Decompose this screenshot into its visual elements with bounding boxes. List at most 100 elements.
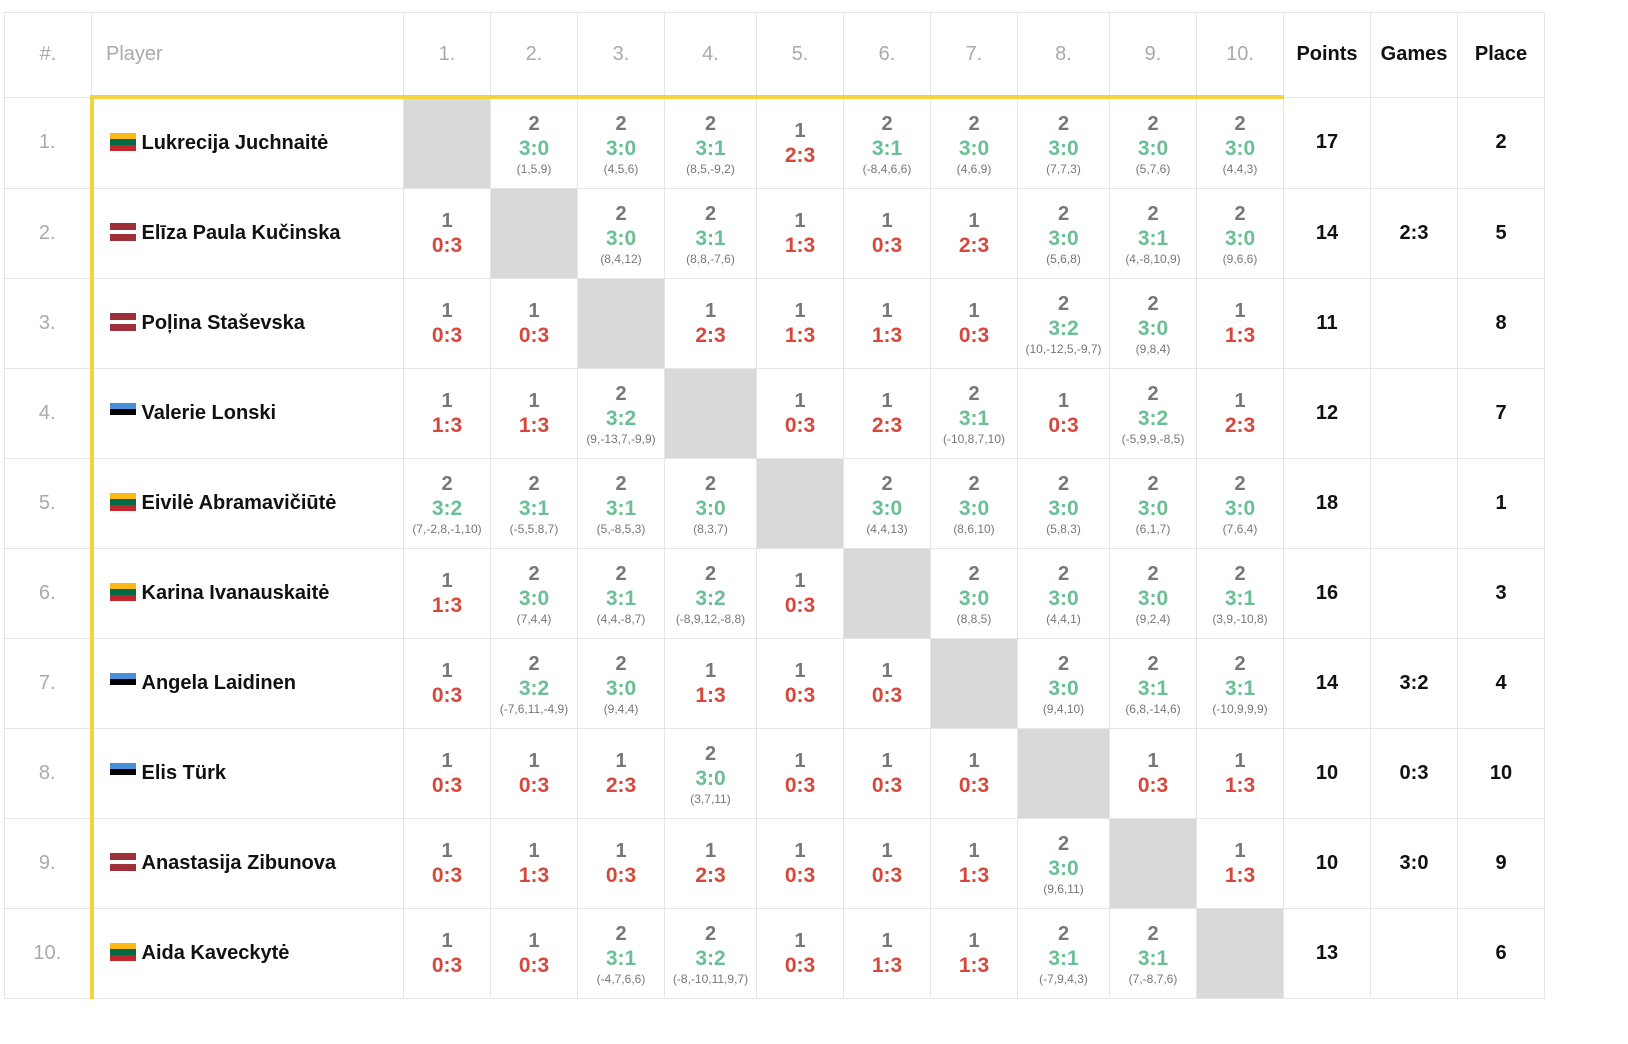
match-points: 1 [881,299,893,322]
points-cell: 13 [1283,908,1371,999]
match-score: 3:1 [1137,226,1169,250]
player-cell[interactable]: Aida Kaveckytė [89,908,404,999]
match-cell: 2 3:0 (9,4,4) [577,638,665,729]
match-cell: 1 1:3 [930,908,1018,999]
match-points: 1 [794,389,806,412]
player-name[interactable]: Poļina Staševska [141,312,305,334]
match-cell: 2 3:0 (4,4,3) [1196,95,1284,189]
player-name[interactable]: Elīza Paula Kučinska [141,222,341,244]
match-sets: (9,4,4) [603,701,639,716]
header-col-8: 8. [1017,12,1110,98]
player-cell[interactable]: Elis Türk [89,728,404,819]
latvia-flag-icon [109,853,136,871]
match-points: 2 [1234,112,1246,135]
match-score: 3:0 [605,136,637,160]
match-points: 2 [968,112,980,135]
player-cell[interactable]: Anastasija Zibunova [89,818,404,909]
match-points: 1 [794,659,806,682]
match-score: 3:2 [1048,316,1079,340]
player-name[interactable]: Elis Türk [141,762,226,784]
player-cell[interactable]: Lukrecija Juchnaitė [89,95,404,189]
match-score: 1:3 [784,323,816,347]
match-points: 2 [1234,472,1246,495]
standings-table: #. Player 1. 2. 3. 4. 5. 6. 7. 8. 9. 10.… [4,12,1545,999]
player-name[interactable]: Karina Ivanauskaitė [141,582,330,604]
match-sets: (-10,8,7,10) [942,431,1006,446]
match-points: 2 [704,562,717,585]
match-cell: 2 3:0 (8,6,10) [930,458,1018,549]
match-points: 2 [1057,472,1070,495]
match-cell: 1 0:3 [490,728,578,819]
table-row: 5. Eivilė Abramavičiūtė 2 3:2 (7,-2,8,-1,10)… [4,458,1545,549]
match-points: 1 [881,839,893,862]
match-cell: 1 0:3 [403,188,491,279]
match-cell: 2 3:2 (9,-13,7,-9,9) [577,368,665,459]
match-sets: (-7,9,4,3) [1039,971,1088,986]
match-points: 1 [615,749,627,772]
match-sets: (4,4,13) [866,521,908,536]
match-points: 2 [528,472,540,495]
match-cell: 1 1:3 [843,278,931,369]
points-cell: 16 [1283,548,1371,639]
match-sets: (9,-13,7,-9,9) [586,431,656,446]
match-points: 2 [1147,922,1159,945]
row-number: 10. [4,908,92,999]
match-score: 3:1 [605,496,637,520]
player-cell[interactable]: Valerie Lonski [89,368,404,459]
player-name[interactable]: Angela Laidinen [141,672,296,694]
table-row: 10. Aida Kaveckytė 1 0:3 1 0:3 2 3:1 (-4,7,6,6) 2… [4,908,1545,999]
match-cell: 2 3:1 (6,8,-14,6) [1109,638,1197,729]
match-score: 3:0 [518,136,550,160]
match-cell: 2 3:0 (8,8,5) [930,548,1018,639]
match-cell: 1 1:3 [664,638,757,729]
match-score: 0:3 [431,953,463,977]
match-points: 2 [1147,202,1159,225]
match-cell: 2 3:0 (5,8,3) [1017,458,1110,549]
match-sets: (-8,-10,11,9,7) [672,971,749,986]
header-col-10: 10. [1196,12,1284,98]
match-points: 2 [1234,202,1246,225]
player-name[interactable]: Eivilė Abramavičiūtė [141,492,337,514]
match-cell: 2 3:1 (3,9,-10,8) [1196,548,1284,639]
player-cell[interactable]: Karina Ivanauskaitė [89,548,404,639]
player-cell[interactable]: Eivilė Abramavičiūtė [89,458,404,549]
player-cell[interactable]: Poļina Staševska [89,278,404,369]
match-cell: 2 3:0 (7,6,4) [1196,458,1284,549]
match-points: 2 [441,472,453,495]
player-cell[interactable]: Angela Laidinen [89,638,404,729]
match-score: 3:0 [1137,136,1169,160]
table-row: 7. Angela Laidinen 1 0:3 2 3:2 (-7,6,11,-4,9) 2… [4,638,1545,729]
table-row: 8. Elis Türk 1 0:3 1 0:3 1 2:3 2 3:0 (3,7,11) 1 0:3 1… [4,728,1545,819]
player-name[interactable]: Anastasija Zibunova [141,852,337,874]
match-points: 2 [1057,202,1070,225]
match-cell: 2 3:0 (9,6,11) [1017,818,1110,909]
match-cell: 1 0:3 [490,908,578,999]
match-sets: (10,-12,5,-9,7) [1025,341,1102,356]
match-points: 2 [1057,652,1070,675]
player-cell[interactable]: Elīza Paula Kučinska [89,188,404,279]
match-sets: (-5,5,8,7) [509,521,559,536]
match-sets: (5,-8,5,3) [596,521,646,536]
place-cell: 6 [1457,908,1545,999]
match-score: 0:3 [605,863,637,887]
match-points: 2 [528,652,540,675]
match-points: 1 [528,839,540,862]
match-score: 3:1 [1137,946,1169,970]
match-score: 1:3 [518,413,550,437]
match-score: 3:1 [605,946,637,970]
match-cell: 2 3:2 (10,-12,5,-9,7) [1017,278,1110,369]
match-score: 2:3 [784,143,816,167]
player-name[interactable]: Valerie Lonski [141,402,277,424]
row-number: 5. [4,458,92,549]
match-points: 1 [794,929,806,952]
games-cell [1370,278,1458,369]
player-name[interactable]: Lukrecija Juchnaitė [141,132,329,154]
points-cell: 17 [1283,96,1371,189]
match-score: 3:0 [605,676,637,700]
match-points: 2 [1057,832,1070,855]
match-cell: 2 3:0 (4,4,13) [843,458,931,549]
match-points: 2 [704,202,717,225]
match-score: 3:0 [518,586,550,610]
player-name[interactable]: Aida Kaveckytė [141,942,290,964]
match-score: 1:3 [784,233,816,257]
